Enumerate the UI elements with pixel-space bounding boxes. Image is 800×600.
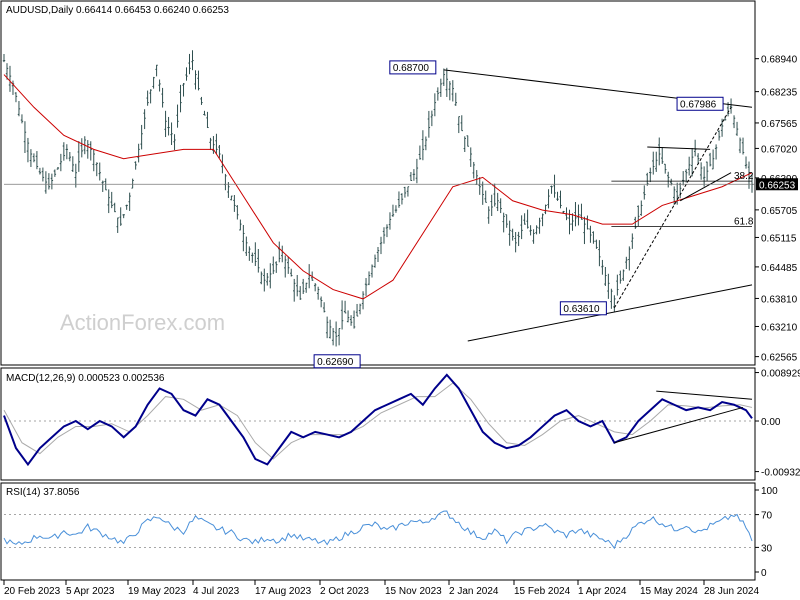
macd-trendline: [656, 390, 753, 400]
price-annotation-box: [313, 354, 361, 369]
xtick-label: 19 May 2023: [128, 586, 186, 597]
xtick-label: 20 Feb 2023: [4, 586, 61, 597]
xtick-label: 15 May 2024: [640, 586, 698, 597]
watermark: ActionForex.com: [60, 310, 225, 335]
price-annotation-box: [676, 96, 724, 111]
price-annotation-label: 0.67986: [680, 99, 717, 110]
price-ytick-label: 0.67565: [761, 119, 798, 130]
price-ytick-label: 0.63810: [761, 294, 798, 305]
price-ytick-label: 0.62565: [761, 353, 798, 364]
rsi-line: [3, 510, 753, 550]
xtick-label: 2 Oct 2023: [320, 586, 369, 597]
trendline: [679, 172, 732, 202]
fib-level-label: 61.8: [734, 216, 754, 227]
price-ytick-label: 0.64485: [761, 263, 798, 274]
rsi-ytick-label: 100: [761, 486, 778, 497]
rsi-ytick-label: 30: [761, 543, 773, 554]
rsi-ytick-label: 0: [761, 568, 767, 579]
price-ytick-label: 0.65115: [761, 233, 797, 244]
xtick-label: 5 Apr 2023: [66, 586, 115, 597]
trendline: [467, 284, 753, 342]
trendline: [647, 146, 711, 150]
chart-header: AUDUSD,Daily 0.66414 0.66453 0.66240 0.6…: [6, 5, 229, 16]
price-ytick-label: 0.68235: [761, 88, 798, 99]
xtick-label: 2 Jan 2024: [449, 586, 499, 597]
xtick-label: 17 Aug 2023: [255, 586, 312, 597]
current-price-label: 0.66253: [759, 180, 796, 191]
rsi-panel-frame: [0, 482, 756, 581]
xtick-label: 1 Apr 2024: [578, 586, 627, 597]
price-ytick-label: 0.68940: [761, 55, 798, 66]
rsi-label: RSI(14) 37.8056: [6, 487, 80, 498]
axes: 0.689400.682350.675650.670200.663900.657…: [3, 55, 800, 597]
price-ytick-label: 0.67020: [761, 144, 798, 155]
current-price-tag: [756, 178, 798, 191]
macd-panel-frame: [0, 367, 756, 481]
xtick-label: 15 Nov 2023: [385, 586, 442, 597]
xtick-label: 4 Jul 2023: [193, 586, 240, 597]
price-plot: 38.2 61.8 0.68700 0.67986 0.62690 0.63610: [2, 50, 755, 369]
fib-level-label: 38.2: [734, 171, 754, 182]
rsi-ytick-label: 70: [761, 511, 773, 522]
price-annotation-label: 0.62690: [317, 357, 354, 368]
macd-label: MACD(12,26,9) 0.000523 0.002536: [6, 373, 165, 384]
price-annotation-label: 0.68700: [393, 63, 430, 74]
price-annotation-label: 0.63610: [563, 304, 600, 315]
trendline: [613, 107, 732, 309]
macd-ytick-label: 0.00: [761, 417, 781, 428]
macd-ytick-label: 0.008929: [761, 369, 800, 380]
price-annotation-box: [389, 60, 437, 75]
moving-average-line: [3, 74, 753, 300]
price-annotation-box: [559, 301, 607, 316]
xtick-label: 15 Feb 2024: [514, 586, 571, 597]
macd-plot: [3, 373, 755, 467]
xtick-label: 28 Jun 2024: [704, 586, 759, 597]
macd-trendline: [614, 406, 744, 444]
price-panel-frame: [0, 0, 756, 366]
price-ytick-label: 0.65705: [761, 206, 798, 217]
rsi-plot: [3, 510, 755, 550]
macd-line: [3, 373, 753, 467]
price-ytick-label: 0.63210: [761, 322, 798, 333]
